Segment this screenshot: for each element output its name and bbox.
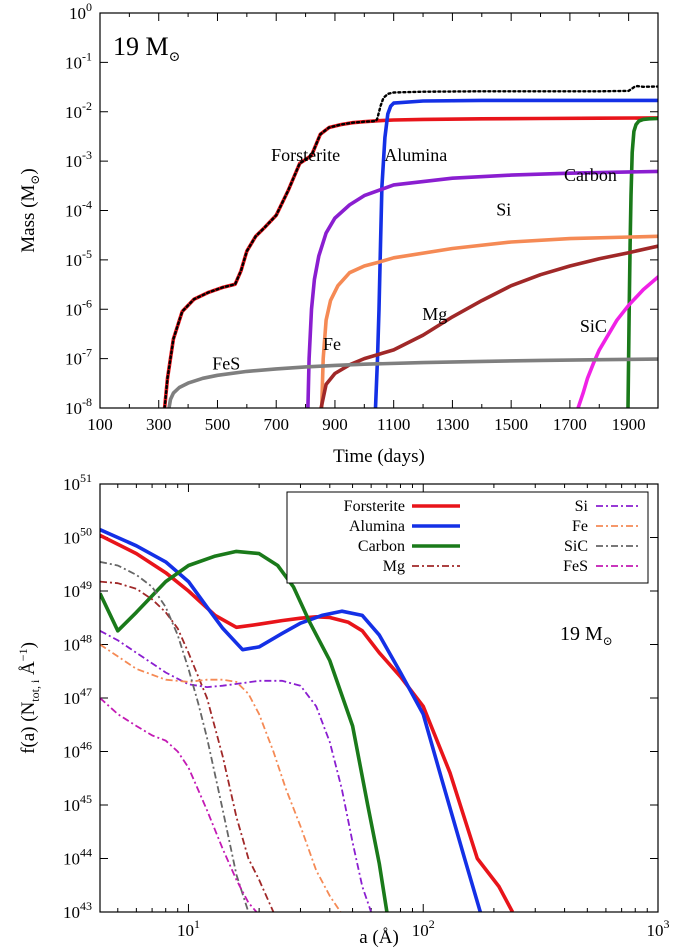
series-label-fe: Fe	[323, 334, 341, 354]
legend-label: FeS	[563, 558, 588, 575]
x-ticks: 100 300 500 700 900 1100 1300 1500 1700 1900	[87, 13, 646, 434]
legend-item-si: Si	[575, 498, 640, 515]
series-line-fes	[167, 357, 658, 408]
y-tick-label: 10-4	[65, 198, 92, 221]
y-axis-label: Mass (M⊙)	[18, 168, 42, 252]
legend-item-fe: Fe	[572, 518, 640, 535]
x-tick-label: 500	[205, 415, 231, 434]
x-tick-label: 1300	[435, 415, 469, 434]
y-tick-label: 10-5	[65, 247, 92, 270]
legend-label: Carbon	[358, 538, 405, 555]
y-tick-label: 100	[69, 0, 92, 23]
y-ticks: 10-8 10-7 10-6 10-5 10-4 10-3 10-2 10-1 100	[65, 0, 658, 418]
legend-label: Mg	[383, 558, 405, 575]
series-line-fe	[319, 234, 658, 408]
mass-vs-time-panel: 100 300 500 700 900 1100 1300 1500 1700 190010-81…	[18, 0, 659, 467]
x-tick-label: 1500	[494, 415, 528, 434]
series-line-fe	[100, 643, 342, 912]
y-tick-label: 10-1	[65, 49, 92, 72]
y-tick-label: 1047	[63, 685, 92, 708]
legend-label: SiC	[564, 538, 588, 555]
x-tick-label: 100	[87, 415, 113, 434]
y-tick-label: 1048	[63, 632, 92, 655]
y-tick-label: 10-6	[65, 296, 92, 319]
x-tick-label: 1700	[553, 415, 587, 434]
x-tick-label: 103	[647, 917, 670, 940]
series-group	[100, 528, 515, 912]
legend-item-alumina: Alumina	[349, 518, 460, 535]
legend-label: Alumina	[349, 518, 405, 535]
series-line-fes	[100, 697, 258, 912]
y-tick-label: 10-7	[65, 346, 92, 369]
x-ticks: 101 102 103	[117, 484, 670, 940]
y-tick-label: 1044	[63, 846, 92, 869]
x-tick-label: 900	[322, 415, 348, 434]
plot-frame	[99, 12, 659, 409]
panel-annotation: 19 M⊙	[560, 623, 613, 648]
series-label-mg: Mg	[422, 304, 447, 324]
x-tick-label: 300	[146, 415, 172, 434]
series-line-carbon	[100, 549, 389, 912]
y-tick-label: 10-3	[65, 148, 92, 171]
y-axis-label: f(a) (Ntot, i Å−1)	[16, 642, 42, 754]
series-label-fes: FeS	[212, 354, 240, 374]
y-tick-label: 10-2	[65, 99, 92, 122]
legend-label: Forsterite	[344, 498, 405, 515]
series-label-sic: SiC	[580, 316, 607, 336]
series-line-mg	[319, 244, 658, 408]
x-tick-label: 1900	[612, 415, 646, 434]
series-line-forsterite	[100, 533, 515, 912]
legend-item-sic: SiC	[564, 538, 640, 555]
series-line-sic	[576, 275, 658, 408]
x-tick-label: 700	[263, 415, 289, 434]
legend-item-mg: Mg	[383, 558, 460, 575]
series-line-mg	[100, 580, 275, 912]
y-tick-label: 1050	[63, 525, 92, 548]
legend: Forsterite Alumina Carbon Mg Si Fe SiC FeS	[286, 491, 649, 584]
plot-frame	[99, 483, 659, 913]
y-tick-label: 1051	[63, 471, 92, 494]
series-group	[162, 84, 658, 408]
series-line-alumina	[100, 528, 483, 912]
y-tick-label: 1046	[63, 739, 92, 762]
series-line-forsterite	[162, 116, 658, 408]
series-line-si	[306, 169, 658, 408]
x-tick-label: 102	[412, 917, 435, 940]
legend-item-fes: FeS	[563, 558, 640, 575]
series-label-si: Si	[496, 199, 511, 219]
size-distribution-panel: 101 102 103 1043 1044 1045 1046 1047 1048 1049 105…	[16, 471, 670, 948]
y-tick-label: 1043	[63, 899, 92, 922]
series-line-carbon	[626, 116, 658, 408]
panel-annotation: 19 M⊙	[113, 32, 180, 65]
legend-box	[286, 491, 649, 584]
legend-item-carbon: Carbon	[358, 538, 460, 555]
x-axis-label: a (Å)	[359, 927, 399, 948]
x-tick-label: 1100	[377, 415, 410, 434]
legend-label: Fe	[572, 518, 588, 535]
legend-label: Si	[575, 498, 589, 515]
series-label-carbon: Carbon	[564, 165, 617, 185]
series-line-si	[100, 630, 373, 912]
y-tick-label: 1045	[63, 792, 92, 815]
series-label-forsterite: Forsterite	[271, 145, 340, 165]
series-line-alumina	[373, 98, 658, 408]
x-axis-label: Time (days)	[333, 446, 425, 467]
series-line-total	[163, 84, 658, 408]
series-line-sic	[100, 561, 250, 912]
y-tick-label: 10-8	[65, 395, 92, 418]
x-tick-label: 101	[177, 917, 200, 940]
series-label-alumina: Alumina	[384, 145, 447, 165]
legend-item-forsterite: Forsterite	[344, 498, 460, 515]
y-tick-label: 1049	[63, 578, 92, 601]
